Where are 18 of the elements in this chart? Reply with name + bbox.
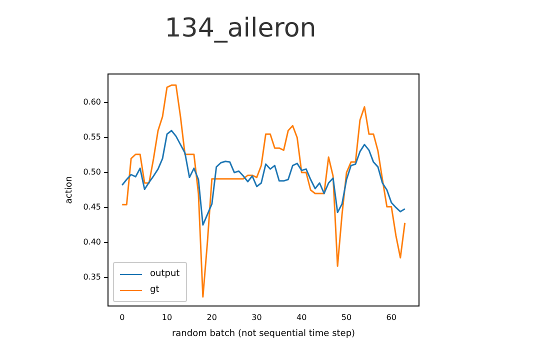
x-tick-label: 0 [120, 312, 125, 322]
x-tick-label: 40 [296, 312, 307, 322]
y-tick-label: 0.50 [83, 168, 101, 177]
x-tick-label: 50 [341, 312, 352, 322]
y-tick-label: 0.40 [83, 237, 101, 246]
legend-label: gt [150, 285, 160, 295]
x-tick-label: 20 [206, 312, 217, 322]
legend-label: output [150, 269, 180, 279]
y-tick-label: 0.45 [83, 202, 101, 212]
x-axis-title: random batch (not sequential time step) [172, 328, 356, 339]
y-tick-label: 0.35 [83, 272, 101, 282]
x-tick-label: 30 [252, 312, 262, 322]
y-axis-title: action [64, 176, 75, 204]
y-tick-label: 0.60 [83, 98, 101, 107]
x-tick-label: 10 [162, 312, 172, 322]
y-tick-label: 0.55 [83, 132, 101, 142]
x-tick-label: 60 [386, 312, 396, 322]
chart-title: 134_aileron [164, 13, 316, 44]
